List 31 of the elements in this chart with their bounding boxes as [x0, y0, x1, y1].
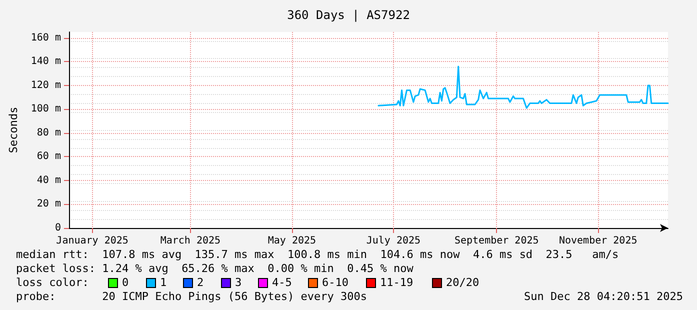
text: 20/20: [446, 276, 480, 289]
y-axis-title: Seconds: [7, 106, 20, 154]
text: Sun Dec 28 04:20:51 2025: [524, 290, 684, 303]
text: 11-19: [380, 276, 414, 289]
x-tick-label: May 2025: [268, 236, 316, 246]
text: 2: [197, 276, 204, 289]
y-tick-label: 140 m: [30, 56, 61, 68]
text: 6-10: [322, 276, 348, 289]
text: median rtt: 107.8 ms avg 135.7 ms max 100.8 ms min 104.6 ms now 4.6 ms sd 23.5 am/s: [16, 248, 619, 261]
line-series: [378, 66, 669, 109]
chart-title: 360 Days | AS7922: [287, 8, 410, 22]
y-tick-label: 60 m: [36, 151, 61, 162]
y-tick-label: 40 m: [36, 174, 61, 186]
text: 0: [122, 276, 129, 289]
text: packet loss: 1.24 % avg 65.26 % max 0.00 % min 0.45 % now: [16, 262, 414, 275]
y-tick-label: 160 m: [30, 32, 61, 44]
x-tick-label: January 2025: [56, 236, 128, 246]
x-tick-label: September 2025: [454, 236, 539, 246]
text: probe: 20 ICMP Echo Pings (56 Bytes) every 300s: [16, 290, 367, 303]
y-tick-label: 80 m: [36, 127, 61, 138]
y-tick-label: 100 m: [30, 104, 61, 115]
text: 4-5: [272, 276, 292, 289]
text: loss color:: [16, 276, 89, 289]
y-tick-label: 120 m: [30, 80, 61, 91]
text: 1: [160, 276, 167, 289]
y-tick-label: 20 m: [36, 198, 61, 210]
text: 3: [235, 276, 242, 289]
x-tick-label: March 2025: [160, 236, 221, 246]
x-tick-label: November 2025: [558, 236, 638, 246]
y-tick-label: 0: [54, 222, 61, 234]
x-tick-label: July 2025: [366, 236, 421, 246]
